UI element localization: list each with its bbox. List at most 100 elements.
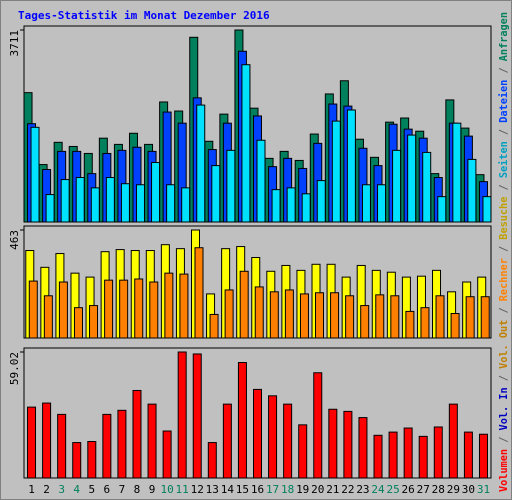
x-tick-label: 20: [311, 483, 324, 496]
bar: [43, 295, 53, 339]
bar: [433, 426, 443, 479]
bar: [117, 409, 127, 479]
legend-separator: /: [497, 178, 510, 196]
legend-entry: Besuche: [497, 196, 510, 239]
bar: [192, 353, 202, 479]
bar: [301, 193, 311, 223]
bar: [315, 292, 325, 339]
x-tick-label: 1: [28, 483, 35, 496]
legend-entry: Vol. In: [497, 387, 510, 430]
bar: [196, 104, 206, 223]
x-tick-label: 26: [402, 483, 415, 496]
bar: [104, 279, 114, 339]
x-tick-label: 30: [462, 483, 475, 496]
legend-entry: Rechner: [497, 258, 510, 301]
bar: [361, 184, 371, 223]
bar: [27, 406, 37, 479]
bar: [151, 162, 161, 223]
bar: [72, 442, 82, 479]
bar: [194, 247, 204, 339]
bar: [405, 310, 415, 339]
legend-separator: /: [497, 123, 510, 141]
bar: [28, 280, 38, 339]
bar: [330, 292, 340, 339]
x-tick-label: 12: [191, 483, 204, 496]
bar: [177, 351, 187, 479]
bar: [403, 427, 413, 479]
bar: [57, 413, 67, 479]
y-tick-label: 463: [8, 230, 21, 250]
bar: [482, 196, 492, 223]
bar: [465, 296, 475, 339]
bar: [211, 165, 221, 223]
x-tick-label: 23: [356, 483, 369, 496]
bar: [120, 183, 130, 223]
bar: [102, 413, 112, 479]
bar: [105, 177, 115, 223]
x-tick-label: 2: [43, 483, 50, 496]
x-tick-label: 15: [236, 483, 249, 496]
legend-separator: /: [497, 430, 510, 448]
bar: [284, 289, 294, 339]
bar: [283, 403, 293, 479]
legend-entry: Seiten: [497, 141, 510, 178]
bar: [375, 294, 385, 339]
x-tick-label: 9: [149, 483, 156, 496]
x-tick-label: 31: [477, 483, 490, 496]
bar: [420, 307, 430, 339]
x-tick-label: 8: [134, 483, 141, 496]
bar: [226, 149, 236, 223]
x-tick-label: 11: [176, 483, 189, 496]
bar: [75, 177, 85, 223]
bar: [89, 305, 99, 339]
x-tick-label: 18: [281, 483, 294, 496]
x-tick-label: 24: [371, 483, 385, 496]
bar: [119, 279, 129, 339]
bar: [343, 410, 353, 479]
bar: [286, 187, 296, 223]
x-tick-label: 14: [221, 483, 235, 496]
bar: [418, 435, 428, 479]
legend-entry: Volumen: [497, 449, 510, 492]
bar: [58, 281, 68, 339]
bar: [392, 149, 402, 223]
legend-separator: /: [497, 61, 510, 79]
x-tick-label: 10: [160, 483, 173, 496]
bar: [298, 424, 308, 479]
bar: [448, 403, 458, 479]
bar: [316, 180, 326, 223]
y-tick-label: 59.02: [8, 352, 21, 385]
bar: [45, 194, 55, 223]
bar: [467, 158, 477, 223]
bar: [132, 389, 142, 479]
bar: [241, 64, 251, 223]
bar: [90, 187, 100, 223]
bar: [422, 151, 432, 223]
x-tick-label: 28: [432, 483, 445, 496]
bar: [181, 187, 191, 223]
bar: [269, 291, 279, 339]
bar: [149, 281, 159, 339]
bar: [407, 134, 417, 223]
bar: [253, 388, 262, 479]
legend-separator: /: [497, 301, 510, 319]
x-tick-label: 7: [119, 483, 126, 496]
bar: [346, 109, 356, 223]
bar: [373, 434, 383, 479]
x-tick-label: 16: [251, 483, 264, 496]
bar: [30, 126, 40, 223]
x-tick-label: 27: [417, 483, 430, 496]
bar: [237, 362, 247, 479]
bar: [480, 296, 490, 339]
x-tick-label: 29: [447, 483, 460, 496]
bar: [268, 395, 278, 479]
bar: [164, 272, 174, 339]
bar: [135, 184, 145, 223]
bar: [73, 307, 83, 339]
bar: [390, 295, 400, 339]
x-tick-label: 25: [386, 483, 399, 496]
legend: Volumen / Vol. In / Vol. Out / Rechner /…: [497, 12, 510, 492]
x-tick-label: 21: [326, 483, 339, 496]
